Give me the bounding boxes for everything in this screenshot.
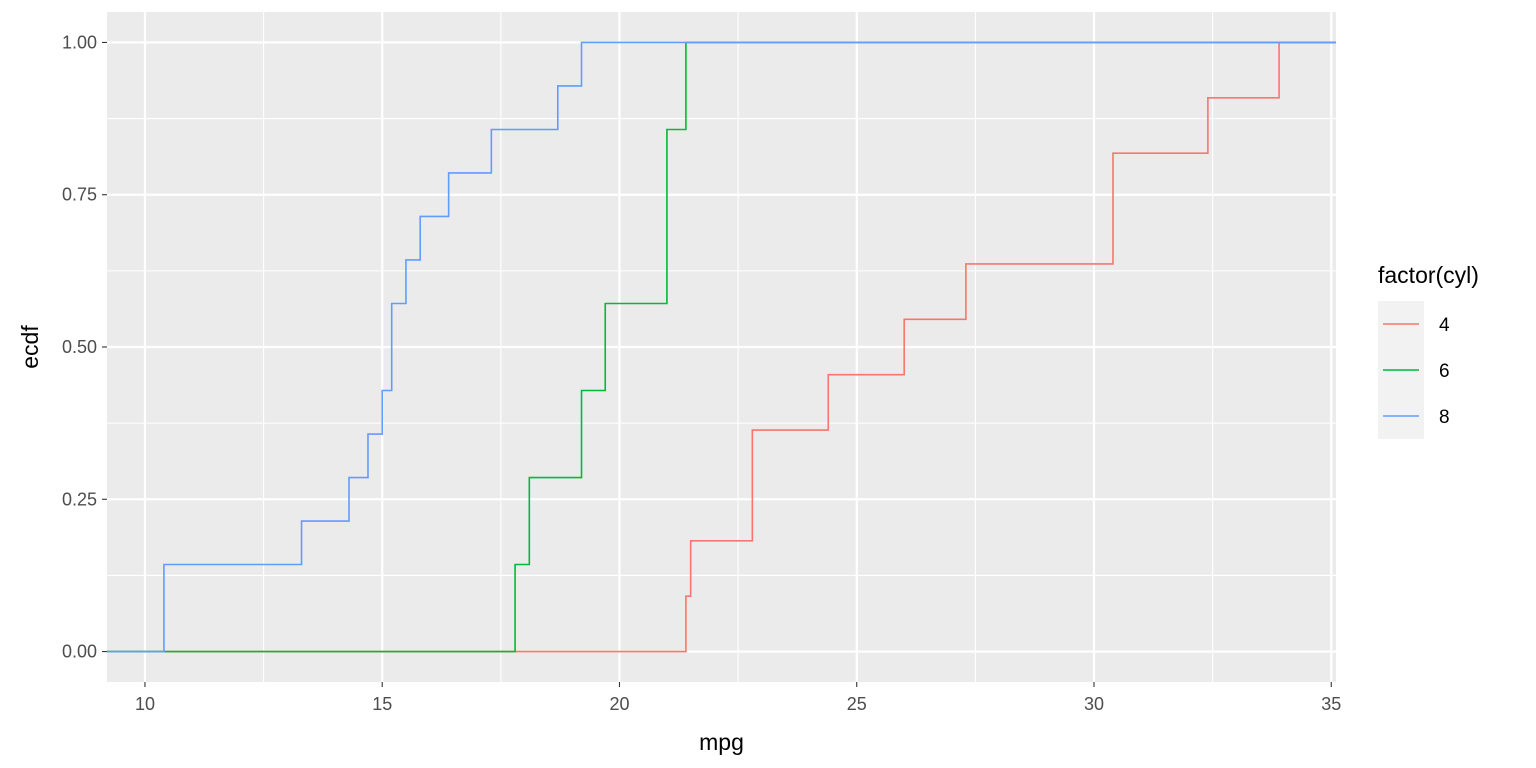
- x-tick-label: 10: [135, 694, 155, 714]
- series-line-6: [107, 41, 1336, 653]
- y-tick-label: 0.00: [62, 642, 97, 662]
- x-tick-label: 35: [1321, 694, 1341, 714]
- x-axis-label: mpg: [699, 729, 744, 755]
- x-tick-label: 30: [1084, 694, 1104, 714]
- y-tick-label: 0.50: [62, 337, 97, 357]
- series-layer: [107, 41, 1336, 653]
- y-axis-label: ecdf: [17, 325, 43, 369]
- legend-label-4: 4: [1439, 315, 1450, 336]
- legend-title: factor(cyl): [1378, 262, 1479, 288]
- y-tick-label: 0.25: [62, 489, 97, 509]
- legend-items: 4 6 8: [1383, 315, 1450, 428]
- y-tick-label: 0.75: [62, 185, 97, 205]
- x-axis: 10 15 20 25 30 35: [135, 682, 1341, 714]
- legend: factor(cyl) 4 6 8: [1378, 262, 1479, 439]
- x-tick-label: 15: [372, 694, 392, 714]
- y-tick-label: 1.00: [62, 32, 97, 52]
- series-line-4: [107, 41, 1336, 653]
- legend-label-8: 8: [1439, 407, 1450, 428]
- x-tick-label: 20: [609, 694, 629, 714]
- y-axis: 0.00 0.25 0.50 0.75 1.00: [62, 32, 107, 662]
- x-tick-label: 25: [847, 694, 867, 714]
- series-line-8: [107, 41, 1336, 653]
- legend-label-6: 6: [1439, 361, 1450, 382]
